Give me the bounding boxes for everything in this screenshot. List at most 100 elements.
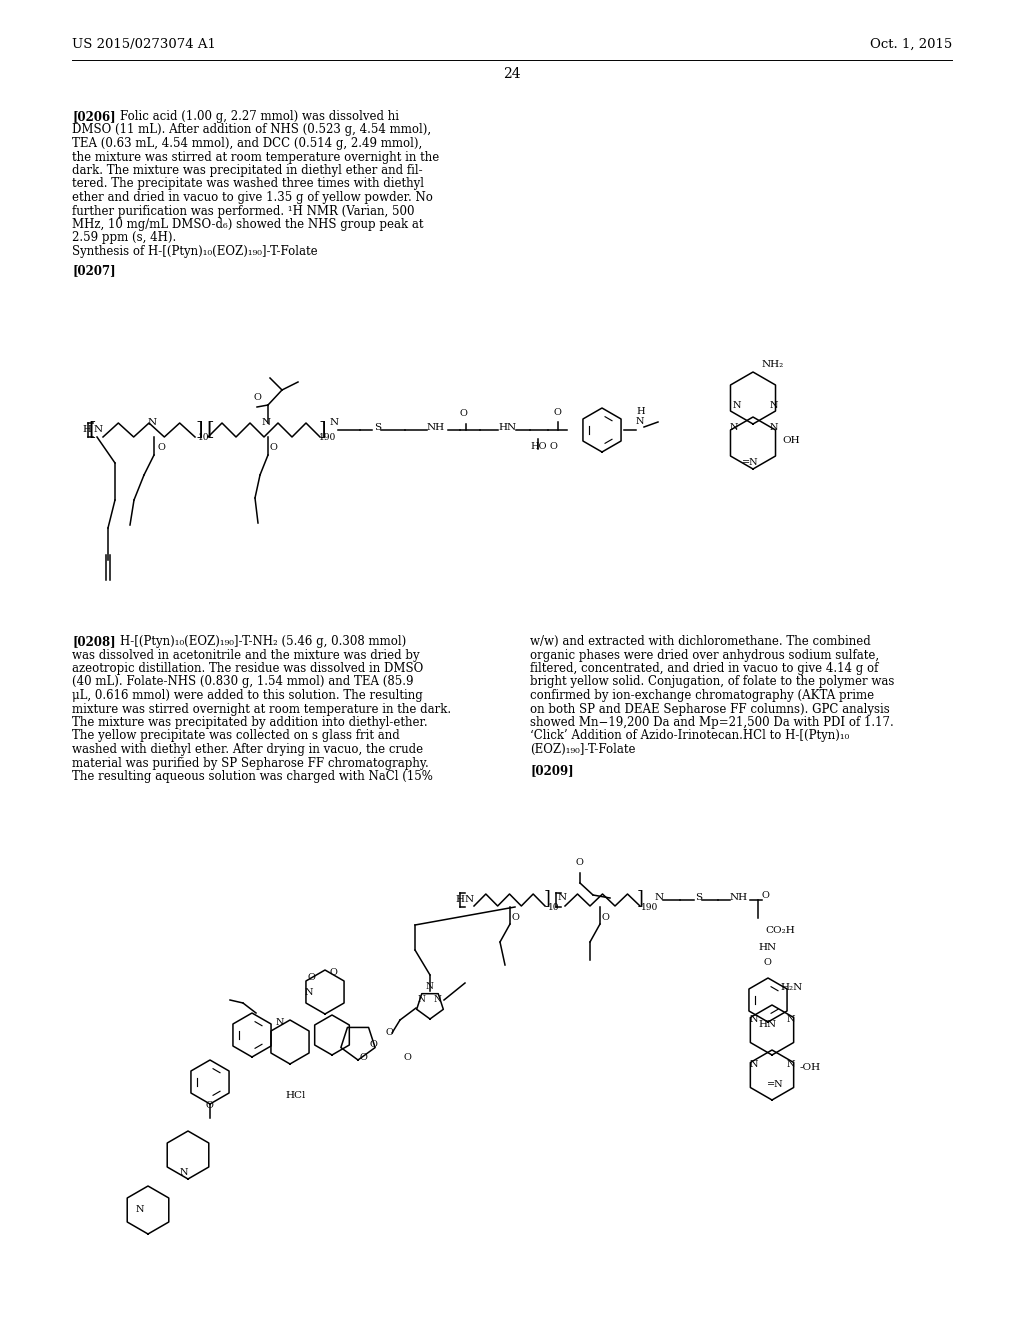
- Text: TEA (0.63 mL, 4.54 mmol), and DCC (0.514 g, 2.49 mmol),: TEA (0.63 mL, 4.54 mmol), and DCC (0.514…: [72, 137, 422, 150]
- Text: (40 mL). Folate-NHS (0.830 g, 1.54 mmol) and TEA (85.9: (40 mL). Folate-NHS (0.830 g, 1.54 mmol)…: [72, 676, 414, 689]
- Text: S: S: [695, 894, 702, 903]
- Text: ‘Click’ Addition of Azido-Irinotecan.HCl to H-[(Ptyn)₁₀: ‘Click’ Addition of Azido-Irinotecan.HCl…: [530, 730, 849, 742]
- Text: O: O: [205, 1101, 213, 1110]
- Text: material was purified by SP Sepharose FF chromatography.: material was purified by SP Sepharose FF…: [72, 756, 429, 770]
- Text: O: O: [553, 408, 561, 417]
- Text: N: N: [465, 895, 474, 904]
- Text: O: O: [158, 444, 166, 451]
- Text: H₂N: H₂N: [780, 983, 802, 993]
- Text: washed with diethyl ether. After drying in vacuo, the crude: washed with diethyl ether. After drying …: [72, 743, 423, 756]
- Text: H: H: [498, 424, 507, 433]
- Text: O: O: [575, 858, 583, 867]
- Text: H: H: [82, 425, 91, 434]
- Text: further purification was performed. ¹H NMR (Varian, 500: further purification was performed. ¹H N…: [72, 205, 415, 218]
- Text: OH: OH: [782, 436, 800, 445]
- Text: Synthesis of H-[(Ptyn)₁₀(EOZ)₁₉₀]-T-Folate: Synthesis of H-[(Ptyn)₁₀(EOZ)₁₉₀]-T-Fola…: [72, 246, 317, 257]
- Text: N: N: [655, 894, 665, 903]
- Text: ether and dried in vacuo to give 1.35 g of yellow powder. No: ether and dried in vacuo to give 1.35 g …: [72, 191, 433, 205]
- Text: [: [: [88, 420, 95, 438]
- Text: filtered, concentrated, and dried in vacuo to give 4.14 g of: filtered, concentrated, and dried in vac…: [530, 663, 879, 675]
- Text: O: O: [330, 968, 338, 977]
- Text: N: N: [507, 424, 516, 433]
- Text: N: N: [558, 894, 567, 903]
- Text: ]: ]: [637, 888, 644, 907]
- Text: N: N: [750, 1015, 759, 1024]
- Text: =N: =N: [767, 1080, 783, 1089]
- Text: O: O: [764, 958, 772, 968]
- Text: bright yellow solid. Conjugation, of folate to the polymer was: bright yellow solid. Conjugation, of fol…: [530, 676, 894, 689]
- Text: (EOZ)₁₉₀]-T-Folate: (EOZ)₁₉₀]-T-Folate: [530, 743, 636, 756]
- Text: HN: HN: [758, 942, 776, 952]
- Text: H: H: [455, 895, 464, 904]
- Text: O: O: [307, 973, 314, 982]
- Text: on both SP and DEAE Sepharose FF columns). GPC analysis: on both SP and DEAE Sepharose FF columns…: [530, 702, 890, 715]
- Text: Oct. 1, 2015: Oct. 1, 2015: [869, 38, 952, 51]
- Text: was dissolved in acetonitrile and the mixture was dried by: was dissolved in acetonitrile and the mi…: [72, 648, 420, 661]
- Text: O: O: [762, 891, 770, 900]
- Text: N: N: [136, 1205, 144, 1214]
- Text: NH: NH: [427, 424, 445, 433]
- Text: H: H: [636, 407, 645, 416]
- Text: N: N: [733, 401, 741, 411]
- Text: Folic acid (1.00 g, 2.27 mmol) was dissolved hi: Folic acid (1.00 g, 2.27 mmol) was disso…: [120, 110, 399, 123]
- Text: O: O: [386, 1028, 394, 1038]
- Text: tered. The precipitate was washed three times with diethyl: tered. The precipitate was washed three …: [72, 177, 424, 190]
- Text: 24: 24: [503, 67, 521, 81]
- Text: HO: HO: [530, 442, 547, 451]
- Text: -OH: -OH: [800, 1063, 821, 1072]
- Text: dark. The mixture was precipitated in diethyl ether and fil-: dark. The mixture was precipitated in di…: [72, 164, 423, 177]
- Text: H-[(Ptyn)₁₀(EOZ)₁₉₀]-T-NH₂ (5.46 g, 0.308 mmol): H-[(Ptyn)₁₀(EOZ)₁₉₀]-T-NH₂ (5.46 g, 0.30…: [120, 635, 407, 648]
- Text: O: O: [270, 444, 278, 451]
- Text: [: [: [206, 420, 214, 438]
- Text: N: N: [425, 982, 433, 991]
- Text: ]: ]: [195, 420, 203, 438]
- Text: N: N: [94, 425, 103, 434]
- Text: US 2015/0273074 A1: US 2015/0273074 A1: [72, 38, 216, 51]
- Text: CO₂H: CO₂H: [765, 927, 795, 935]
- Text: N: N: [787, 1015, 796, 1024]
- Text: MHz, 10 mg/mL DMSO-d₆) showed the NHS group peak at: MHz, 10 mg/mL DMSO-d₆) showed the NHS gr…: [72, 218, 424, 231]
- Text: ]: ]: [318, 420, 326, 438]
- Text: N: N: [148, 418, 157, 426]
- Text: =N: =N: [742, 458, 759, 467]
- Text: HN: HN: [758, 1020, 776, 1030]
- Text: N: N: [730, 422, 738, 432]
- Text: N: N: [770, 422, 778, 432]
- Text: mixture was stirred overnight at room temperature in the dark.: mixture was stirred overnight at room te…: [72, 702, 452, 715]
- Text: N: N: [330, 418, 339, 426]
- Text: 10: 10: [548, 903, 559, 912]
- Text: N: N: [770, 401, 778, 411]
- Text: S: S: [374, 424, 381, 433]
- Text: O: O: [370, 1040, 378, 1049]
- Text: HCl: HCl: [285, 1092, 305, 1100]
- Text: N: N: [636, 417, 644, 426]
- Text: The mixture was precipitated by addition into diethyl-ether.: The mixture was precipitated by addition…: [72, 715, 428, 729]
- Text: [0207]: [0207]: [72, 264, 116, 277]
- Text: confirmed by ion-exchange chromatography (AKTA prime: confirmed by ion-exchange chromatography…: [530, 689, 874, 702]
- Text: azeotropic distillation. The residue was dissolved in DMSO: azeotropic distillation. The residue was…: [72, 663, 423, 675]
- Text: [0206]: [0206]: [72, 110, 116, 123]
- Text: μL, 0.616 mmol) were added to this solution. The resulting: μL, 0.616 mmol) were added to this solut…: [72, 689, 423, 702]
- Text: N: N: [787, 1060, 796, 1069]
- Text: O: O: [549, 442, 557, 451]
- Text: NH₂: NH₂: [762, 360, 784, 370]
- Text: N: N: [433, 995, 441, 1005]
- Text: O: O: [459, 409, 467, 418]
- Text: DMSO (11 mL). After addition of NHS (0.523 g, 4.54 mmol),: DMSO (11 mL). After addition of NHS (0.5…: [72, 124, 431, 136]
- Text: showed Mn−19,200 Da and Mp=21,500 Da with PDI of 1.17.: showed Mn−19,200 Da and Mp=21,500 Da wit…: [530, 715, 894, 729]
- Text: [0208]: [0208]: [72, 635, 116, 648]
- Text: NH: NH: [730, 894, 749, 903]
- Text: The yellow precipitate was collected on s glass frit and: The yellow precipitate was collected on …: [72, 730, 399, 742]
- Text: O: O: [253, 393, 261, 403]
- Text: O: O: [360, 1053, 368, 1063]
- Text: N: N: [262, 418, 271, 426]
- Text: O: O: [404, 1053, 412, 1063]
- Text: N: N: [276, 1018, 285, 1027]
- Text: [0209]: [0209]: [530, 764, 573, 777]
- Text: O: O: [512, 913, 520, 921]
- Text: N: N: [417, 995, 425, 1005]
- Text: 2.59 ppm (s, 4H).: 2.59 ppm (s, 4H).: [72, 231, 176, 244]
- Text: O: O: [602, 913, 610, 921]
- Text: organic phases were dried over anhydrous sodium sulfate,: organic phases were dried over anhydrous…: [530, 648, 880, 661]
- Text: N: N: [305, 987, 313, 997]
